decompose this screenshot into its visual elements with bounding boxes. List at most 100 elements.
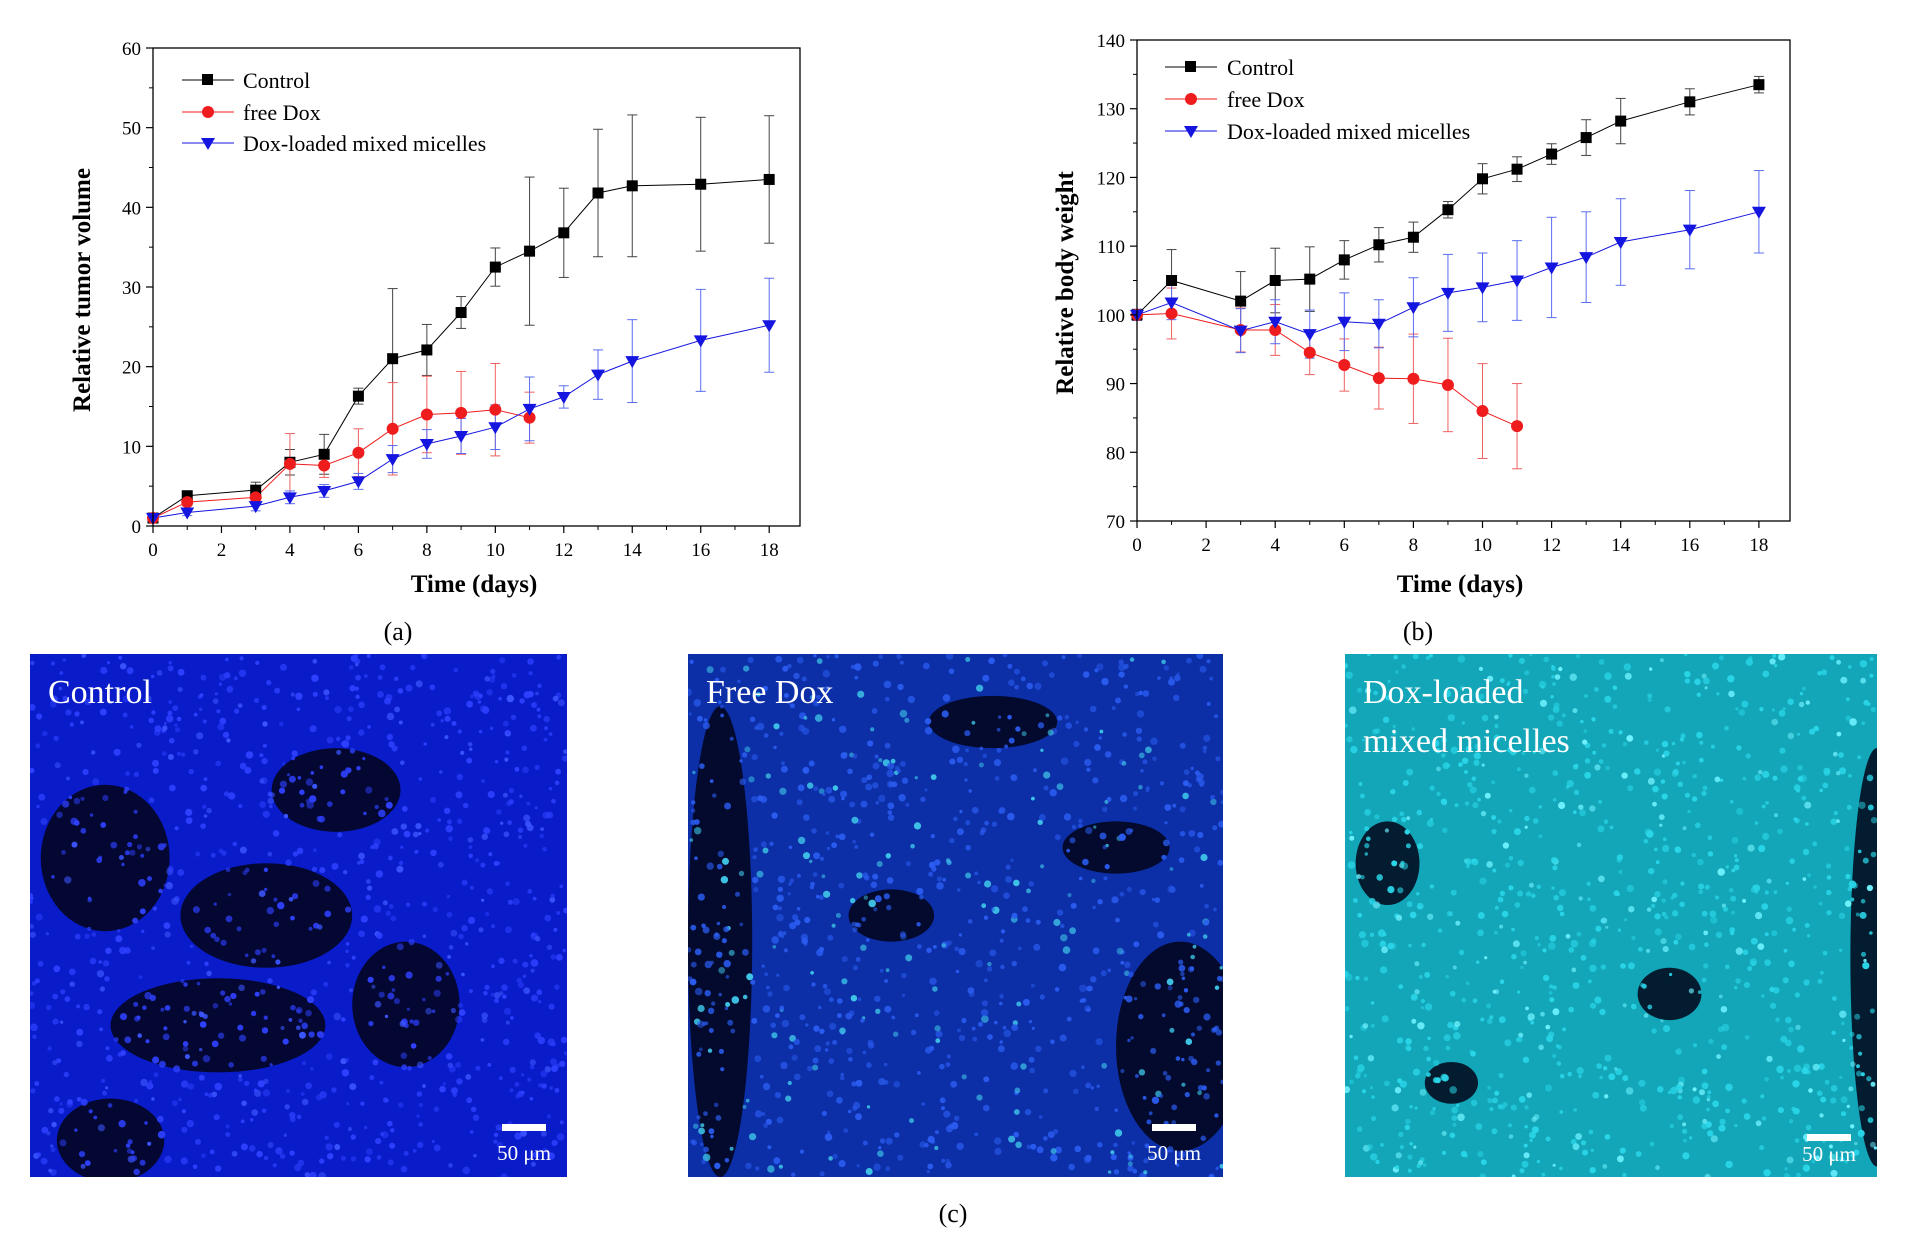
cell-nucleus [174, 723, 178, 727]
cell-nucleus [375, 1138, 382, 1145]
cell-nucleus [259, 753, 264, 758]
cell-nucleus [1361, 738, 1365, 742]
cell-nucleus [927, 1163, 934, 1170]
cell-nucleus [1008, 737, 1015, 744]
cell-nucleus [1568, 947, 1575, 953]
cell-nucleus [852, 753, 858, 759]
cell-nucleus [872, 762, 880, 770]
cell-nucleus [752, 855, 757, 860]
cell-nucleus [769, 841, 774, 846]
cell-nucleus [440, 719, 444, 723]
cell-nucleus [1036, 1146, 1044, 1154]
cell-nucleus [1660, 1019, 1664, 1023]
cell-nucleus [788, 882, 792, 886]
cell-nucleus [1433, 1059, 1440, 1067]
cell-nucleus [1494, 1090, 1500, 1096]
cell-nucleus [1649, 1141, 1655, 1147]
cell-nucleus [162, 1033, 170, 1041]
cell-nucleus [1765, 800, 1769, 805]
cell-nucleus [80, 827, 87, 834]
cell-nucleus [1018, 946, 1022, 951]
cell-nucleus [1822, 782, 1829, 789]
cell-nucleus [147, 876, 152, 882]
cell-nucleus [1199, 665, 1207, 673]
chart-a-markers [146, 173, 777, 526]
cell-nucleus [1069, 1069, 1077, 1078]
cell-nucleus [1181, 1082, 1186, 1087]
cell-nucleus [855, 957, 861, 962]
cell-nucleus [195, 851, 201, 857]
cell-nucleus [1624, 918, 1628, 922]
cell-nucleus [325, 696, 329, 701]
cell-nucleus [1477, 1151, 1484, 1158]
cell-nucleus [349, 1083, 357, 1091]
cell-nucleus [1704, 942, 1709, 947]
cell-nucleus [97, 1124, 105, 1132]
cell-nucleus [878, 758, 883, 763]
cell-nucleus [93, 1115, 98, 1120]
cell-nucleus [1399, 1145, 1404, 1150]
chart-b-x-tick-label: 6 [1340, 535, 1350, 556]
cell-nucleus [779, 1005, 785, 1011]
cell-nucleus [1021, 731, 1027, 737]
micrograph-dox-micelles: Dox-loaded mixed micelles 50 μm [1345, 654, 1877, 1177]
cell-nucleus [1491, 1128, 1498, 1135]
cell-nucleus [1706, 1094, 1711, 1099]
cell-nucleus [285, 859, 292, 866]
cell-nucleus [1761, 1116, 1767, 1121]
cell-nucleus [1107, 1170, 1112, 1174]
cell-nucleus [1596, 1063, 1602, 1069]
cell-nucleus [787, 663, 792, 669]
cell-nucleus [472, 1114, 480, 1121]
cell-nucleus [326, 736, 334, 744]
cell-nucleus [1028, 1019, 1033, 1024]
cell-nucleus [920, 796, 926, 802]
cell-nucleus [696, 1051, 702, 1057]
cell-nucleus [535, 691, 539, 696]
cell-nucleus [1178, 964, 1186, 972]
cell-nucleus [897, 683, 904, 691]
cell-nucleus [1845, 715, 1852, 721]
cell-nucleus [288, 1018, 293, 1022]
cell-nucleus [1805, 700, 1811, 705]
cell-nucleus [1082, 671, 1090, 678]
cell-nucleus [922, 662, 930, 670]
cell-nucleus [933, 1010, 940, 1016]
cell-nucleus [1576, 1067, 1584, 1075]
cell-nucleus [1617, 928, 1622, 932]
chart-b-y-tick-label: 110 [1097, 237, 1125, 258]
cell-nucleus [1540, 1011, 1545, 1017]
cell-nucleus [60, 989, 66, 995]
cell-nucleus [824, 1048, 829, 1052]
cell-nucleus [358, 852, 365, 860]
cell-nucleus [809, 859, 813, 864]
cell-nucleus [1203, 1093, 1210, 1100]
cell-nucleus [885, 853, 891, 859]
cell-nucleus [725, 1002, 731, 1007]
cell-nucleus [1796, 1172, 1801, 1177]
cell-nucleus [926, 947, 932, 953]
cell-nucleus [387, 1159, 394, 1166]
cell-nucleus [1127, 1151, 1131, 1155]
cell-nucleus [1565, 785, 1570, 789]
cell-nucleus [799, 1149, 805, 1154]
cell-nucleus [336, 749, 342, 755]
cell-nucleus [1374, 728, 1381, 734]
cell-nucleus [345, 735, 351, 741]
cell-nucleus [839, 1075, 845, 1081]
cell-nucleus [1356, 1069, 1362, 1075]
cell-nucleus [1524, 825, 1528, 829]
cell-nucleus [199, 707, 203, 711]
cell-nucleus [1821, 669, 1827, 676]
cell-nucleus [1379, 966, 1388, 974]
cell-nucleus [811, 828, 817, 834]
cell-nucleus [930, 774, 937, 780]
cell-nucleus [481, 898, 485, 902]
cell-nucleus [1104, 751, 1112, 758]
cell-nucleus [766, 985, 770, 990]
cell-nucleus [1178, 959, 1184, 965]
cell-nucleus [346, 1102, 350, 1106]
cell-nucleus [730, 1028, 736, 1034]
cell-nucleus [1394, 1087, 1402, 1094]
cell-nucleus [51, 875, 55, 879]
